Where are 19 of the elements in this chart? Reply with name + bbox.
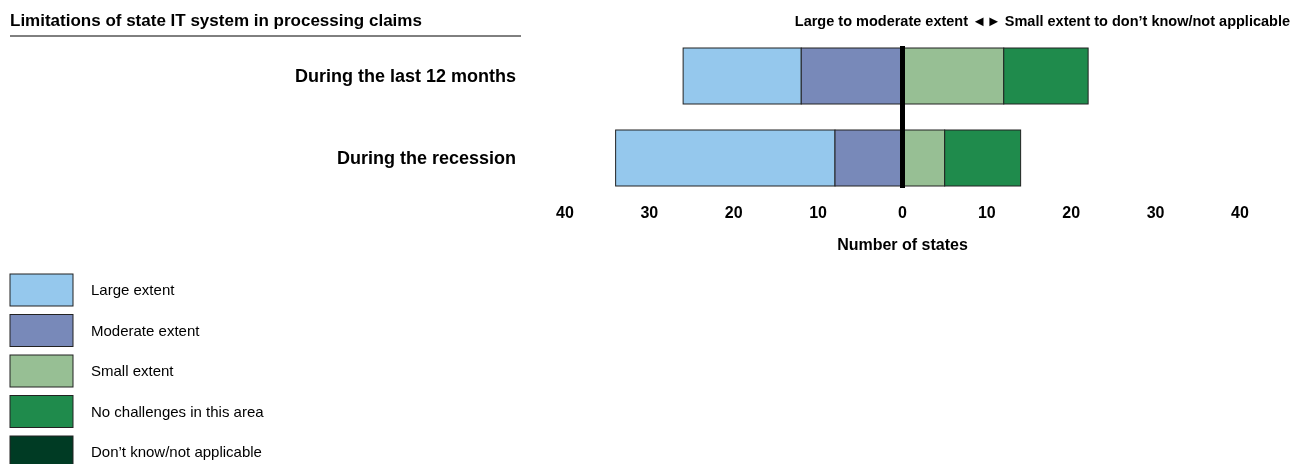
legend-label: Large extent bbox=[91, 281, 176, 299]
x-tick-label: 40 bbox=[1231, 203, 1249, 221]
text: Large to moderate extent ◄► Small extent to don’t know/not applicable bbox=[794, 13, 1290, 29]
x-tick-label: 10 bbox=[977, 203, 996, 221]
x-axis-title: Number of states bbox=[837, 235, 968, 253]
x-tick-label: 0 bbox=[898, 203, 908, 221]
legend-label: Moderate extent bbox=[91, 321, 201, 339]
x-tick-label: 20 bbox=[724, 203, 743, 221]
legend-label: No challenges in this area bbox=[91, 402, 265, 420]
text: Limitations of state IT system in processing claims bbox=[10, 11, 422, 30]
x-tick-label: 30 bbox=[1146, 203, 1165, 221]
legend-label: Small extent bbox=[91, 362, 175, 380]
x-tick-label: 20 bbox=[1062, 203, 1081, 221]
legend-label: Don’t know/not applicable bbox=[91, 443, 262, 461]
y-tick-label: During the recession bbox=[336, 148, 516, 169]
x-tick-label: 10 bbox=[809, 203, 828, 221]
x-tick-label: 30 bbox=[640, 203, 659, 221]
x-tick-label: 40 bbox=[556, 203, 574, 221]
y-tick-label: During the last 12 months bbox=[294, 66, 516, 87]
